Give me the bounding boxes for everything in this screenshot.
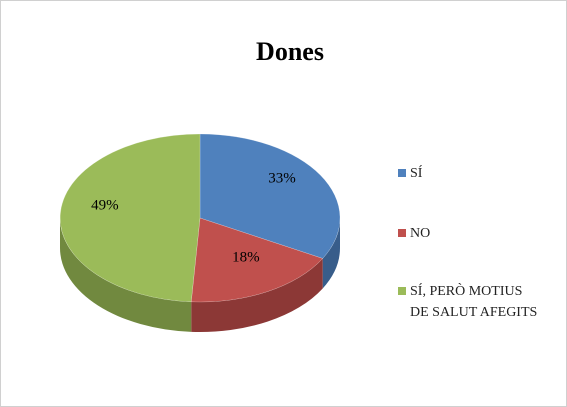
legend-swatch: [398, 287, 406, 295]
data-labels: 33% 18% 49%: [91, 170, 296, 265]
pie-slice: [190, 217, 324, 303]
data-label: 33%: [268, 170, 296, 186]
chart-title: Dones: [256, 37, 324, 66]
legend-item: SÍ, PERÒ MOTIUS DE SALUT AFEGITS: [398, 281, 538, 323]
pie-side: [322, 218, 340, 289]
data-label: 18%: [232, 249, 260, 265]
pie-tops: [59, 133, 341, 303]
legend-label: SÍ: [410, 166, 423, 181]
data-label: 49%: [91, 198, 119, 214]
pie-side: [191, 258, 323, 332]
legend-item: SÍ: [398, 163, 538, 184]
legend-item: NO: [398, 223, 538, 244]
legend-label: NO: [410, 226, 431, 241]
legend-swatch: [398, 229, 406, 237]
legend-label: SÍ, PERÒ MOTIUS DE SALUT AFEGITS: [410, 284, 538, 320]
pie-slice: [59, 133, 201, 303]
pie-sides: [60, 218, 340, 332]
pie-side: [60, 218, 192, 332]
legend-swatch: [398, 169, 406, 177]
pie-slice: [199, 133, 341, 259]
